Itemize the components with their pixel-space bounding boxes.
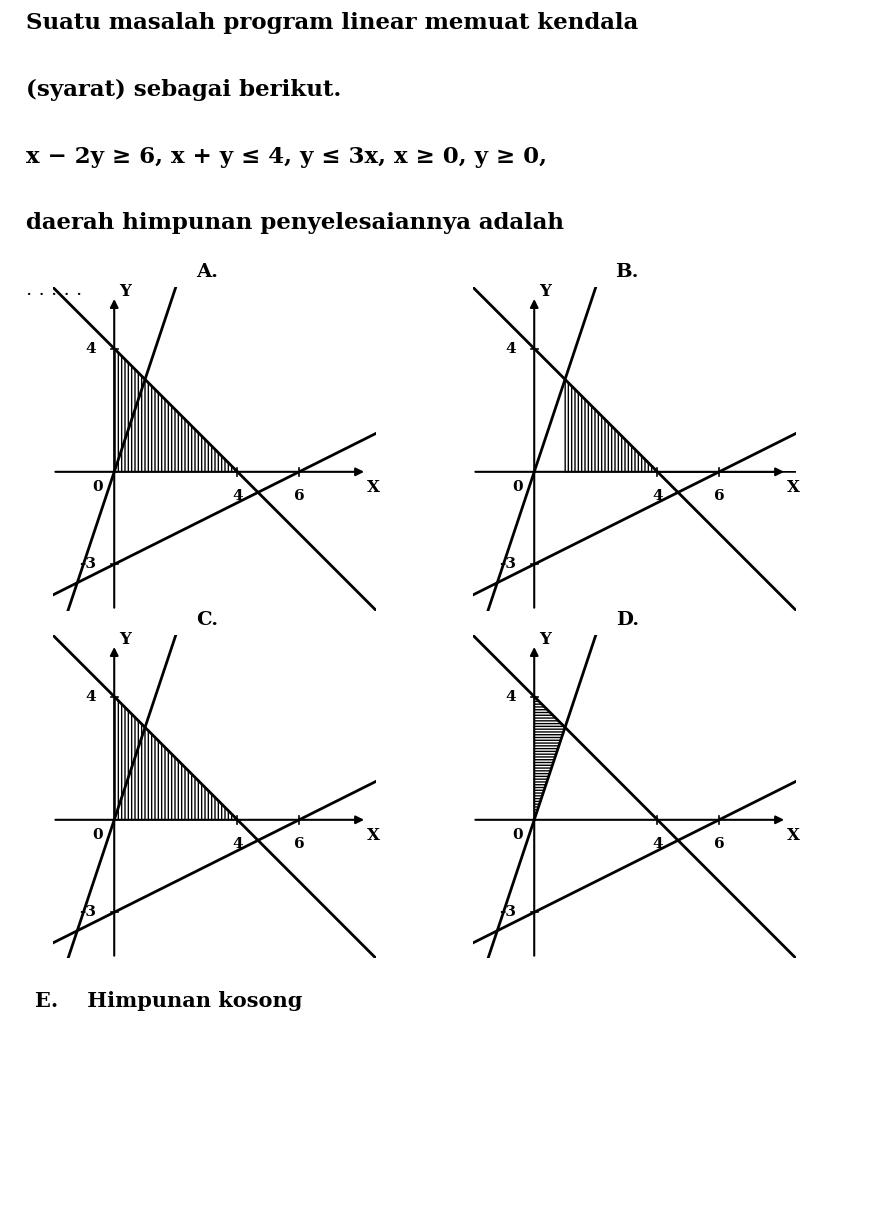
Text: -3: -3	[79, 557, 95, 571]
Polygon shape	[565, 380, 812, 471]
Text: Suatu masalah program linear memuat kendala: Suatu masalah program linear memuat kend…	[26, 12, 639, 34]
Text: D.: D.	[616, 610, 639, 629]
Text: 4: 4	[652, 488, 662, 503]
Polygon shape	[115, 348, 237, 471]
Text: X: X	[787, 479, 800, 496]
Text: Y: Y	[119, 631, 131, 648]
Polygon shape	[535, 696, 565, 819]
Polygon shape	[115, 696, 237, 819]
Text: x − 2y ≥ 6, x + y ≤ 4, y ≤ 3x, x ≥ 0, y ≥ 0,: x − 2y ≥ 6, x + y ≤ 4, y ≤ 3x, x ≥ 0, y …	[26, 145, 547, 167]
Text: Y: Y	[539, 283, 551, 300]
Text: . . . . .: . . . . .	[26, 282, 82, 299]
Text: 6: 6	[294, 836, 304, 851]
Text: (syarat) sebagai berikut.: (syarat) sebagai berikut.	[26, 79, 341, 101]
Text: 4: 4	[232, 488, 242, 503]
Text: 6: 6	[714, 488, 724, 503]
Text: Y: Y	[539, 631, 551, 648]
Polygon shape	[89, 819, 115, 894]
Text: 4: 4	[85, 342, 95, 355]
Text: A.: A.	[196, 263, 218, 281]
Text: C.: C.	[196, 610, 218, 629]
Text: 0: 0	[92, 828, 102, 842]
Text: 0: 0	[512, 828, 522, 842]
Text: 6: 6	[294, 488, 304, 503]
Text: -3: -3	[499, 557, 515, 571]
Text: 6: 6	[714, 836, 724, 851]
Text: X: X	[367, 827, 380, 844]
Text: E.    Himpunan kosong: E. Himpunan kosong	[35, 991, 303, 1011]
Text: 4: 4	[505, 690, 515, 703]
Text: 0: 0	[92, 480, 102, 495]
Text: 4: 4	[505, 342, 515, 355]
Text: X: X	[367, 479, 380, 496]
Text: 4: 4	[85, 690, 95, 703]
Text: B.: B.	[615, 263, 639, 281]
Text: daerah himpunan penyelesaiannya adalah: daerah himpunan penyelesaiannya adalah	[26, 212, 564, 234]
Text: -3: -3	[79, 905, 95, 919]
Text: 4: 4	[652, 836, 662, 851]
Text: X: X	[787, 827, 800, 844]
Text: Y: Y	[119, 283, 131, 300]
Text: -3: -3	[499, 905, 515, 919]
Text: 0: 0	[512, 480, 522, 495]
Text: 4: 4	[232, 836, 242, 851]
